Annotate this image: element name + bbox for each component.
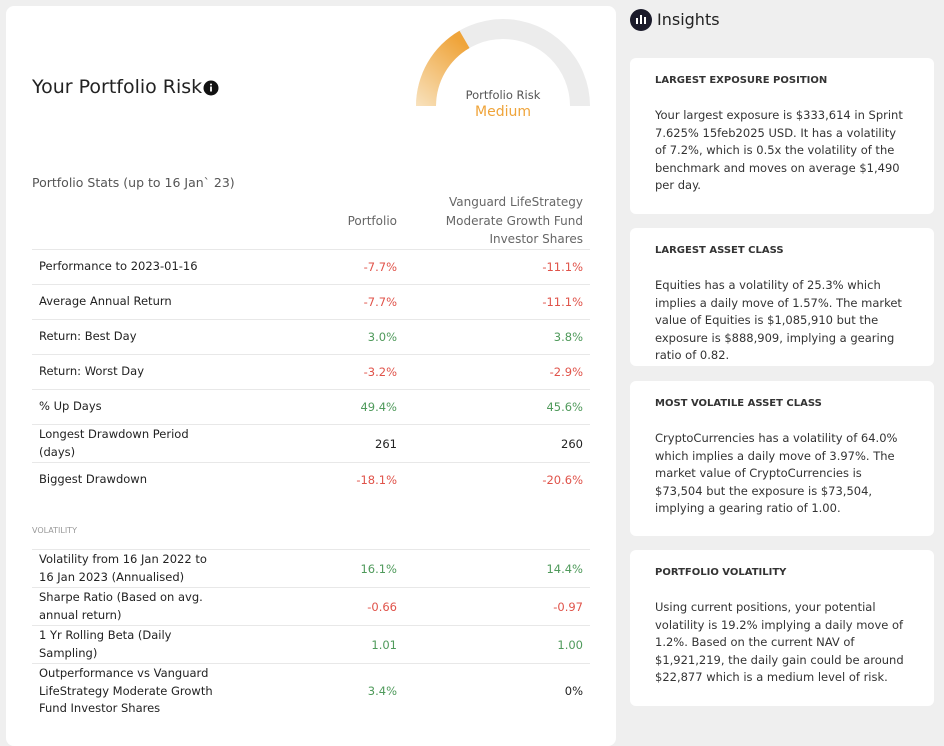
- row-label: Longest Drawdown Period (days): [39, 427, 189, 459]
- insight-text: Equities has a volatility of 25.3% which…: [655, 278, 902, 362]
- portfolio-value: -18.1%: [356, 473, 397, 487]
- portfolio-value: 3.4%: [367, 684, 397, 699]
- stat-row: Sharpe Ratio (Based on avg. annual retur…: [32, 587, 590, 625]
- benchmark-value: 260: [561, 436, 583, 451]
- benchmark-value: -11.1%: [542, 295, 583, 309]
- benchmark-value: 45.6%: [546, 400, 583, 414]
- stat-row: Return: Best Day 3.0% 3.8%: [32, 319, 590, 354]
- stat-row: Performance to 2023-01-16 -7.7% -11.1%: [32, 249, 590, 284]
- insight-card: LARGEST EXPOSURE POSITION Your largest ex…: [630, 58, 934, 214]
- row-label: Sharpe Ratio (Based on avg. annual retur…: [39, 590, 203, 622]
- portfolio-value: 16.1%: [360, 561, 397, 576]
- stat-row: Biggest Drawdown -18.1% -20.6%: [32, 462, 590, 497]
- insight-text: CryptoCurrencies has a volatility of 64.…: [655, 431, 898, 515]
- portfolio-value: 1.01: [371, 637, 397, 652]
- gauge-value: Medium: [475, 104, 531, 120]
- row-label: Return: Worst Day: [39, 364, 145, 379]
- gauge-label: Portfolio Risk: [465, 88, 541, 102]
- title: Your Portfolio Risk: [32, 76, 203, 98]
- page: Your Portfolio Risk Portfolio Risk Mediu…: [6, 6, 934, 746]
- row-label: Volatility from 16 Jan 2022 to 16 Jan 20…: [39, 552, 207, 584]
- portfolio-value: 261: [375, 436, 397, 451]
- stat-row: Return: Worst Day -3.2% -2.9%: [32, 354, 590, 389]
- benchmark-value: 3.8%: [553, 330, 583, 344]
- row-label: % Up Days: [39, 399, 102, 414]
- insight-card: PORTFOLIO VOLATILITY Using current positi…: [630, 550, 934, 706]
- stat-row: Volatility from 16 Jan 2022 to 16 Jan 20…: [32, 549, 590, 587]
- risk-gauge: [416, 19, 590, 107]
- insight-card: MOST VOLATILE ASSET CLASS CryptoCurrencie…: [630, 381, 934, 536]
- stat-row: % Up Days 49.4% 45.6%: [32, 389, 590, 424]
- column-header: Portfolio: [347, 214, 397, 228]
- portfolio-value: 3.0%: [367, 330, 397, 344]
- benchmark-value: -2.9%: [549, 365, 583, 379]
- portfolio-value: -0.66: [367, 599, 397, 614]
- portfolio-value: -7.7%: [363, 260, 397, 274]
- stats-table: Portfolio Vanguard LifeStrategy Moderate…: [32, 193, 590, 719]
- insight-text: Your largest exposure is $333,614 in Spr…: [655, 108, 903, 192]
- stats-title: Portfolio Stats (up to 16 Jan` 23): [32, 175, 235, 190]
- benchmark-value: 0%: [564, 684, 583, 699]
- row-label: Return: Best Day: [39, 329, 137, 344]
- insight-title: PORTFOLIO VOLATILITY: [655, 567, 787, 578]
- stat-row: Outperformance vs Vanguard LifeStrategy …: [32, 663, 590, 719]
- insight-text: Using current positions, your potential …: [655, 600, 904, 684]
- stat-row: 1 Yr Rolling Beta (Daily Sampling) 1.01 1.…: [32, 625, 590, 663]
- row-label: Average Annual Return: [39, 294, 172, 309]
- column-header: Vanguard LifeStrategy Moderate Growth Fu…: [445, 195, 583, 247]
- stat-row: Average Annual Return -7.7% -11.1%: [32, 284, 590, 319]
- section-title: VOLATILITY: [32, 526, 77, 535]
- insight-title: LARGEST ASSET CLASS: [655, 245, 784, 256]
- benchmark-value: 1.00: [557, 637, 583, 652]
- benchmark-value: -20.6%: [542, 473, 583, 487]
- benchmark-value: -11.1%: [542, 260, 583, 274]
- row-label: Outperformance vs Vanguard LifeStrategy …: [39, 666, 213, 715]
- benchmark-value: 14.4%: [546, 561, 583, 576]
- insight-title: MOST VOLATILE ASSET CLASS: [655, 398, 822, 409]
- row-label: Biggest Drawdown: [39, 472, 147, 487]
- insight-title: LARGEST EXPOSURE POSITION: [655, 75, 828, 86]
- insights-icon: [630, 9, 652, 31]
- stat-row: Longest Drawdown Period (days) 261 260: [32, 424, 590, 462]
- benchmark-value: -0.97: [553, 599, 583, 614]
- row-label: Performance to 2023-01-16: [39, 259, 198, 274]
- portfolio-value: -7.7%: [363, 295, 397, 309]
- insights-title: Insights: [657, 10, 720, 29]
- risk-card: Your Portfolio Risk Portfolio Risk Mediu…: [6, 6, 616, 746]
- insight-card: LARGEST ASSET CLASS Equities has a volati…: [630, 228, 934, 366]
- row-label: 1 Yr Rolling Beta (Daily Sampling): [39, 628, 172, 660]
- portfolio-value: -3.2%: [363, 365, 397, 379]
- portfolio-value: 49.4%: [360, 400, 397, 414]
- header-row: Portfolio Vanguard LifeStrategy Moderate…: [32, 193, 590, 249]
- info-icon[interactable]: [203, 80, 219, 96]
